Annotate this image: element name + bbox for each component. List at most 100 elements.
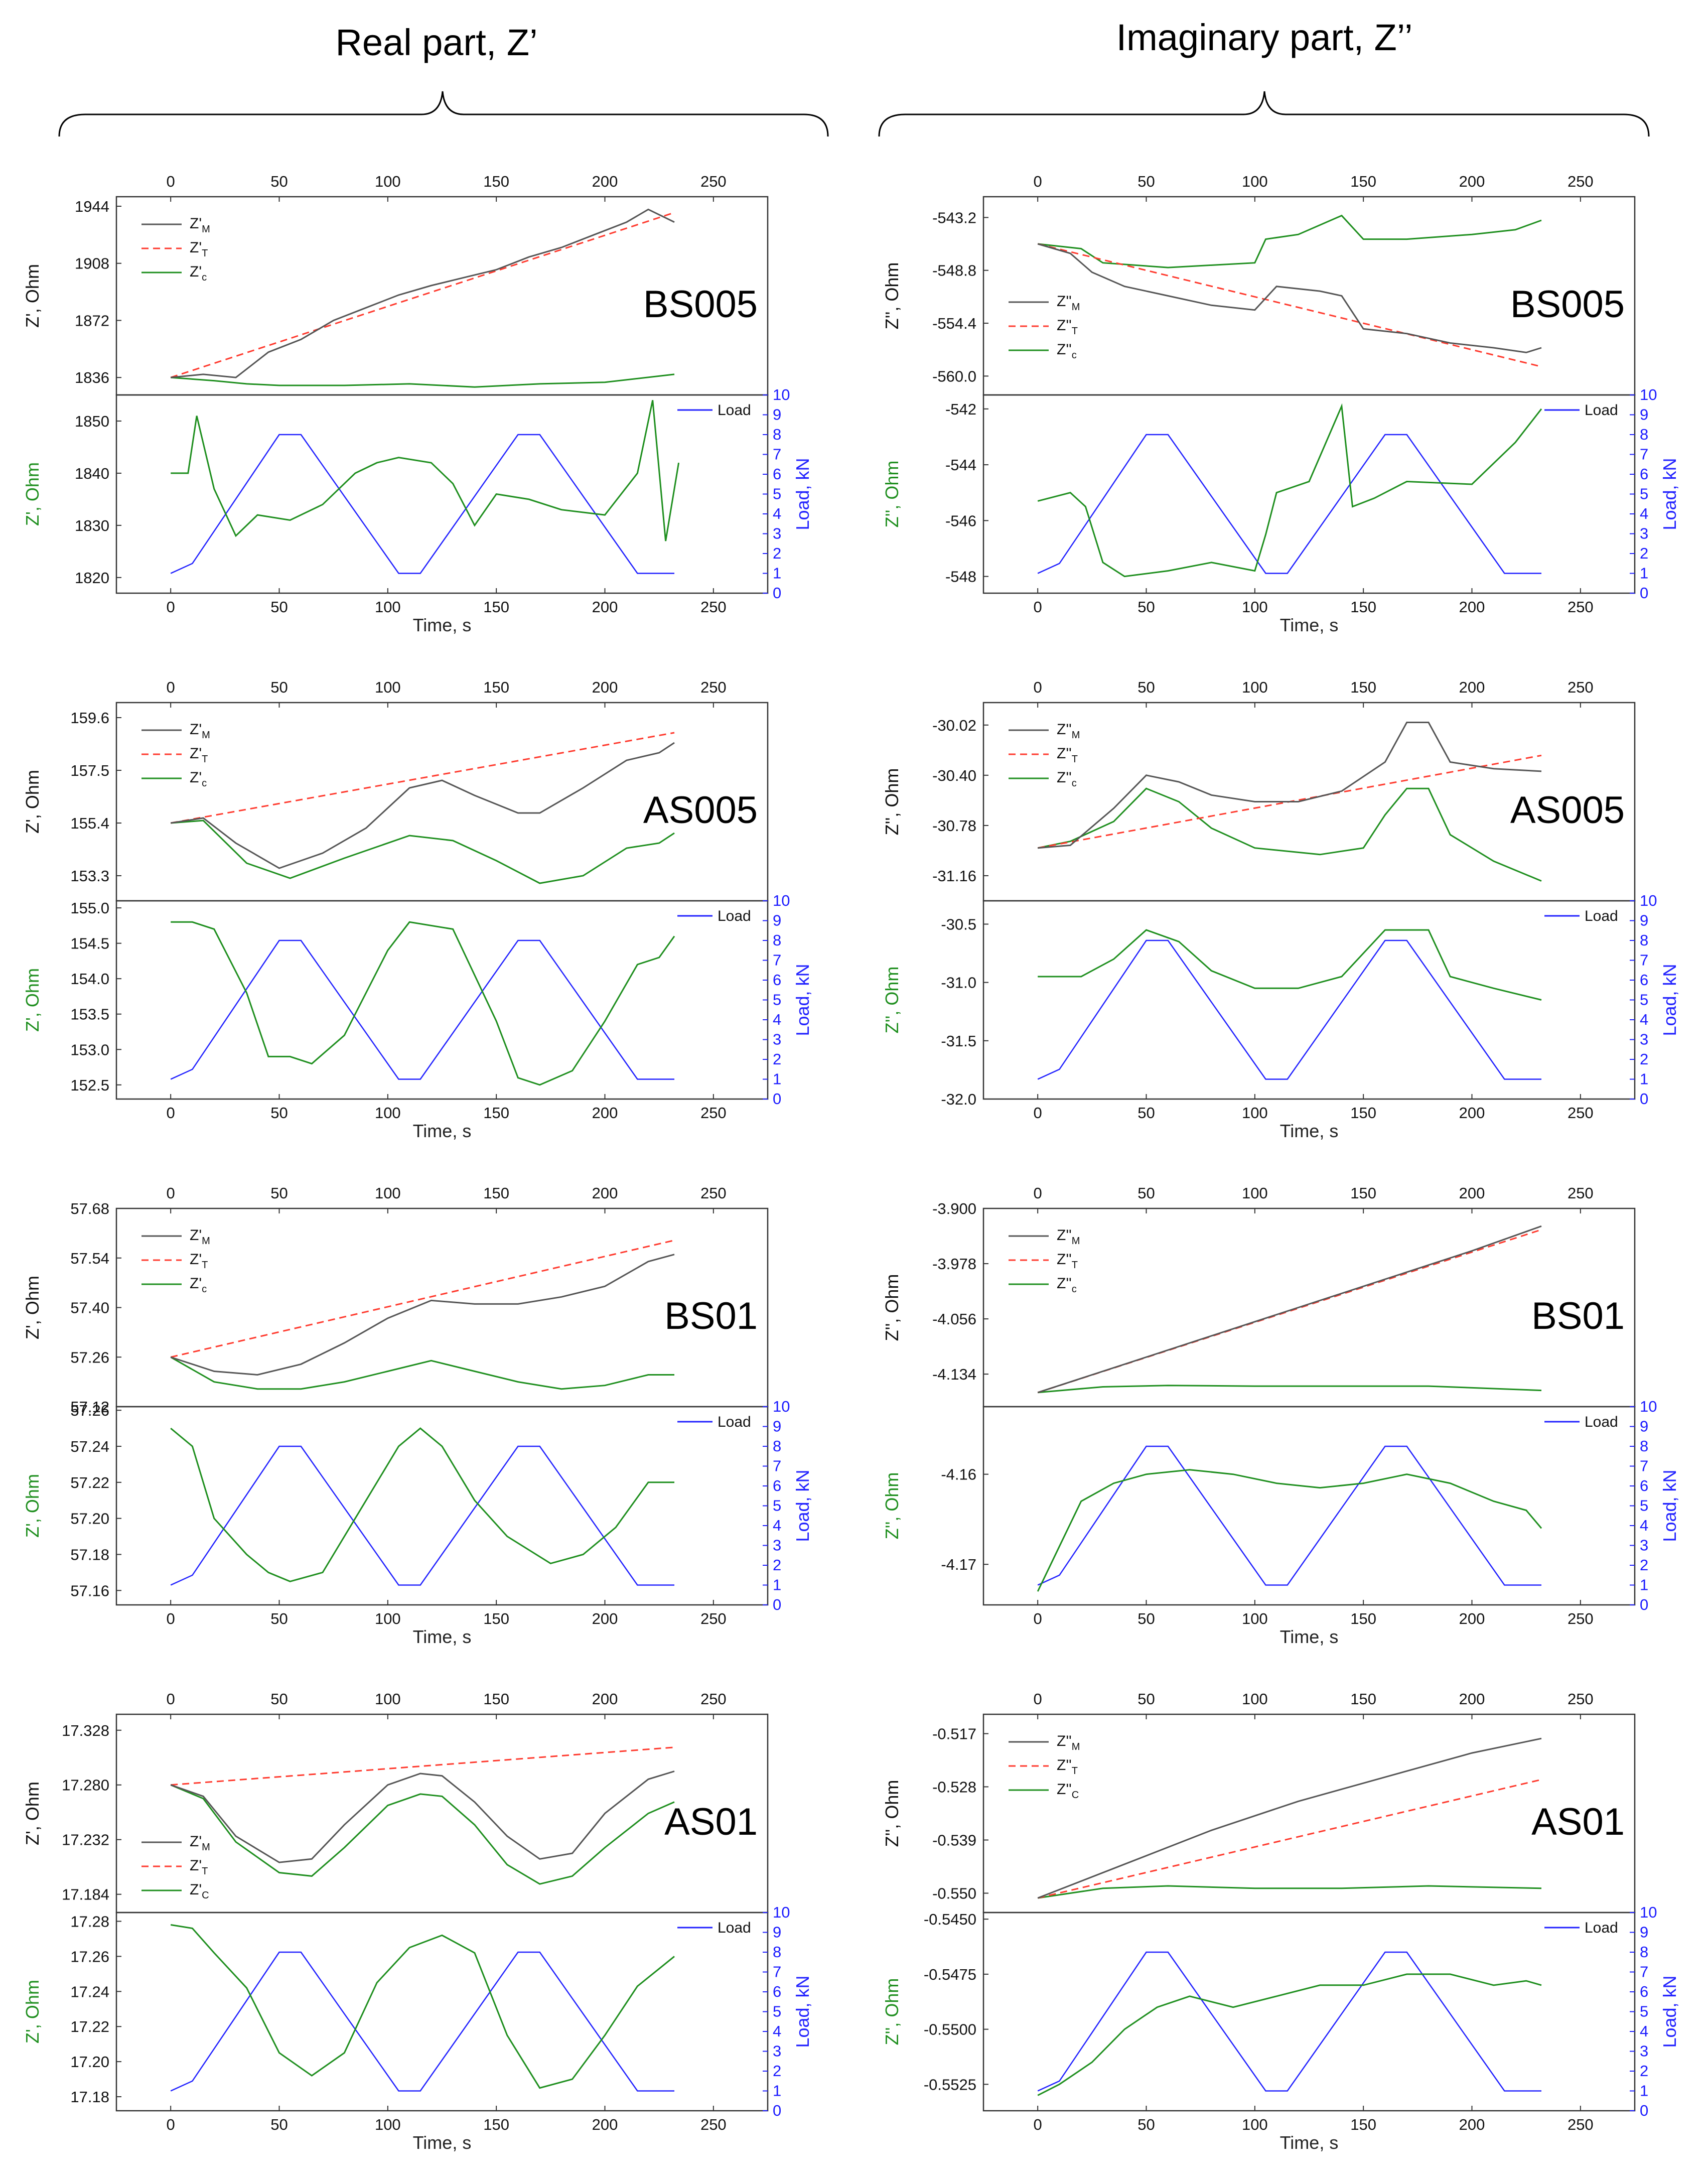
top-y-axis-title: Z', Ohm <box>22 264 43 328</box>
series-z-line <box>171 400 680 541</box>
series-measured-line <box>171 208 675 378</box>
series-measured-line <box>1038 722 1542 849</box>
bottom-y-tick-label: -31.5 <box>941 1032 976 1050</box>
load-tick-label: 1 <box>773 1070 781 1088</box>
bottom-x-tick-label: 150 <box>1350 2116 1376 2133</box>
series-trend-line <box>1037 1229 1542 1394</box>
series-corrected-line <box>170 1784 675 1885</box>
bottom-x-tick-label: 50 <box>270 2116 288 2133</box>
bottom-x-tick-label: 0 <box>1034 1104 1042 1122</box>
top-x-tick-label: 100 <box>375 1690 401 1708</box>
series-trend-line <box>170 212 675 378</box>
series-z-line <box>1037 1469 1542 1592</box>
legend-label-load: Load <box>718 908 751 924</box>
top-x-tick-label: 0 <box>167 678 175 696</box>
top-x-tick-label: 0 <box>167 173 175 190</box>
top-y-tick-label: -3.900 <box>932 1200 976 1217</box>
x-axis-title: Time, s <box>1280 1626 1339 1647</box>
x-axis-title: Time, s <box>413 615 472 635</box>
legend-label-corrected: Z'c <box>190 263 207 283</box>
top-x-tick-label: 0 <box>1034 1690 1042 1708</box>
load-tick-label: 0 <box>1640 2102 1648 2119</box>
sample-label: AS005 <box>1510 789 1625 832</box>
load-tick-label: 1 <box>773 1576 781 1594</box>
load-tick-label: 7 <box>773 951 781 969</box>
bottom-x-tick-label: 50 <box>1137 2116 1155 2133</box>
top-y-tick-label: -0.517 <box>932 1725 976 1743</box>
top-y-tick-label: 1872 <box>75 312 109 329</box>
bottom-y-tick-label: 155.0 <box>70 899 109 917</box>
bottom-x-tick-label: 50 <box>270 1104 288 1122</box>
load-tick-label: 1 <box>1640 1070 1648 1088</box>
series-corrected-line <box>171 373 675 388</box>
load-tick-label: 5 <box>773 485 781 503</box>
legend-label-measured: Z''M <box>1057 1733 1080 1752</box>
bottom-x-tick-label: 200 <box>592 2116 618 2133</box>
bottom-y-axis-title: Z'', Ohm <box>882 461 902 528</box>
top-x-tick-label: 100 <box>375 173 401 190</box>
top-x-tick-label: 250 <box>1568 1690 1594 1708</box>
legend-label-load: Load <box>1585 1414 1618 1430</box>
bottom-y-axis-title: Z', Ohm <box>22 462 43 526</box>
legend-label-measured: Z''M <box>1057 293 1080 313</box>
bottom-y-tick-label: -4.17 <box>941 1556 976 1573</box>
top-x-tick-label: 150 <box>483 678 509 696</box>
top-y-tick-label: 157.5 <box>70 762 109 779</box>
load-tick-label: 0 <box>773 1596 781 1613</box>
top-x-tick-label: 150 <box>1350 1184 1376 1202</box>
series-corrected-line <box>171 820 675 884</box>
legend-label-measured: Z''M <box>1057 721 1080 741</box>
legend-label-trend: Z''T <box>1057 317 1078 337</box>
top-y-axis-title: Z'', Ohm <box>882 768 902 836</box>
load-tick-label: 2 <box>773 2062 781 2080</box>
top-y-tick-label: -4.134 <box>932 1366 976 1383</box>
legend-label-load: Load <box>1585 1920 1618 1936</box>
load-tick-label: 1 <box>773 2082 781 2100</box>
series-measured-line <box>170 742 675 869</box>
legend-label-load: Load <box>718 402 751 419</box>
load-tick-label: 3 <box>773 1537 781 1554</box>
series-z-line <box>171 921 675 1086</box>
load-tick-label: 9 <box>773 406 781 424</box>
top-x-tick-label: 50 <box>270 678 288 696</box>
load-tick-label: 3 <box>1640 2042 1648 2060</box>
bottom-x-tick-label: 100 <box>375 1610 401 1627</box>
top-y-tick-label: -0.539 <box>932 1831 976 1849</box>
sample-label: AS01 <box>1531 1801 1625 1843</box>
top-x-tick-label: 200 <box>1459 1690 1485 1708</box>
top-y-tick-label: 1908 <box>75 255 109 273</box>
top-y-tick-label: 17.232 <box>62 1831 109 1849</box>
load-tick-label: 5 <box>773 2003 781 2020</box>
load-axis-title: Load, kN <box>792 1469 813 1542</box>
load-tick-label: 8 <box>1640 1943 1648 1961</box>
bottom-x-tick-label: 200 <box>592 598 618 616</box>
load-tick-label: 0 <box>1640 584 1648 602</box>
bottom-y-tick-label: 152.5 <box>70 1076 109 1094</box>
bottom-y-tick-label: 17.24 <box>70 1983 109 2000</box>
series-z-line <box>170 1427 674 1582</box>
bottom-y-tick-label: -30.5 <box>941 915 976 933</box>
load-tick-label: 10 <box>1640 386 1657 403</box>
bottom-x-tick-label: 100 <box>375 598 401 616</box>
bottom-x-tick-label: 250 <box>1568 1104 1594 1122</box>
load-tick-label: 10 <box>773 1903 790 1921</box>
legend-label-corrected: Z'c <box>190 769 207 789</box>
bottom-y-tick-label: 153.5 <box>70 1006 109 1023</box>
legend-label-trend: Z'T <box>190 745 208 765</box>
load-tick-label: 7 <box>773 446 781 463</box>
load-tick-label: 2 <box>773 544 781 562</box>
bottom-y-tick-label: -0.5450 <box>924 1911 976 1928</box>
brace-real <box>58 91 829 137</box>
top-y-tick-label: 153.3 <box>70 867 109 885</box>
top-x-tick-label: 250 <box>700 1184 727 1202</box>
bottom-y-tick-label: 57.18 <box>70 1546 109 1563</box>
bottom-plot-frame <box>982 900 1636 1100</box>
bottom-x-tick-label: 0 <box>1034 598 1042 616</box>
top-x-tick-label: 250 <box>1568 173 1594 190</box>
bottom-y-tick-label: 154.0 <box>70 970 109 988</box>
load-tick-label: 3 <box>1640 1537 1648 1554</box>
